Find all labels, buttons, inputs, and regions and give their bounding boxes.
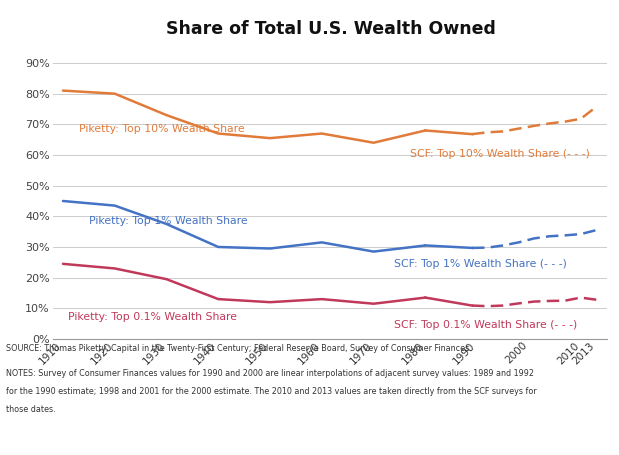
- Text: EDERAL: EDERAL: [15, 434, 64, 442]
- Text: L: L: [212, 431, 220, 445]
- Text: NOTES: Survey of Consumer Finances values for 1990 and 2000 are linear interpola: NOTES: Survey of Consumer Finances value…: [6, 369, 534, 378]
- Text: T.: T.: [193, 434, 205, 442]
- Text: SCF: Top 10% Wealth Share (- - -): SCF: Top 10% Wealth Share (- - -): [410, 149, 590, 159]
- Text: ESERVE: ESERVE: [67, 434, 115, 442]
- Text: for the 1990 estimate; 1998 and 2001 for the 2000 estimate. The 2010 and 2013 va: for the 1990 estimate; 1998 and 2001 for…: [6, 387, 537, 396]
- Text: Piketty: Top 1% Wealth Share: Piketty: Top 1% Wealth Share: [89, 216, 248, 226]
- Text: B: B: [121, 431, 131, 445]
- Text: R: R: [59, 431, 69, 445]
- Text: Piketty: Top 10% Wealth Share: Piketty: Top 10% Wealth Share: [79, 124, 244, 134]
- Text: Share of Total U.S. Wealth Owned: Share of Total U.S. Wealth Owned: [167, 20, 496, 39]
- Text: OUIS: OUIS: [219, 434, 248, 442]
- Text: those dates.: those dates.: [6, 405, 56, 414]
- Text: Piketty: Top 0.1% Wealth Share: Piketty: Top 0.1% Wealth Share: [68, 312, 237, 322]
- Text: S: S: [183, 431, 196, 445]
- Text: F: F: [7, 431, 16, 445]
- Text: ANK: ANK: [128, 434, 156, 442]
- Text: SCF: Top 1% Wealth Share (- - -): SCF: Top 1% Wealth Share (- - -): [394, 259, 567, 269]
- Text: SCF: Top 0.1% Wealth Share (- - -): SCF: Top 0.1% Wealth Share (- - -): [394, 320, 578, 330]
- Text: of: of: [161, 431, 173, 445]
- Text: SOURCE: Thomas Piketty, Capital in the Twenty-First Century; Federal Reserve Boa: SOURCE: Thomas Piketty, Capital in the T…: [6, 344, 472, 353]
